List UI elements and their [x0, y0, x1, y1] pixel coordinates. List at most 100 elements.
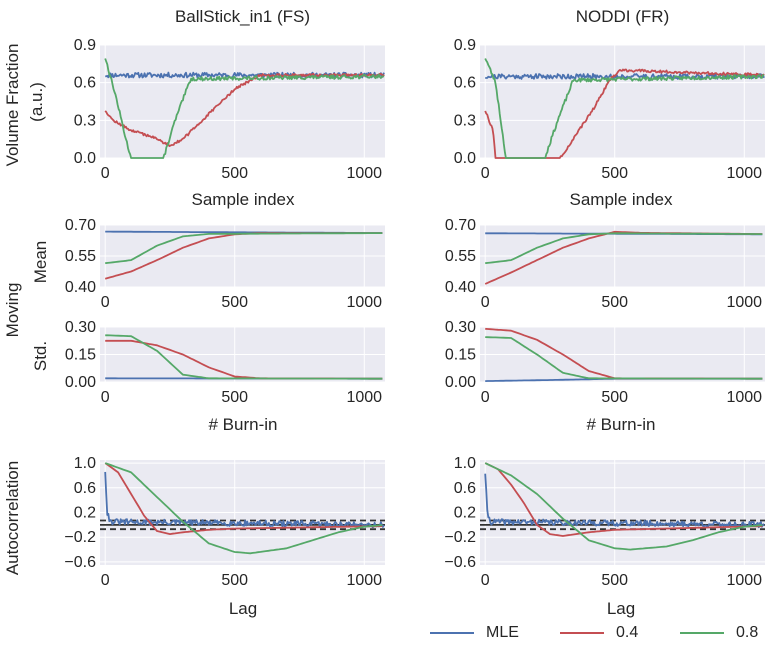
tick-label-x: 500: [601, 389, 628, 406]
ylabel-autocorrelation: Autocorrelation: [3, 461, 22, 575]
tick-label-y: 1.0: [454, 455, 476, 472]
tick-label-x: 1000: [346, 572, 382, 589]
tick-label-y: 0.00: [445, 374, 476, 391]
tick-label-x: 500: [221, 165, 248, 182]
series-line-08: [484, 462, 763, 551]
ylabel-volume-fraction: Volume Fraction: [3, 44, 22, 167]
tick-label-x: 1000: [726, 294, 762, 311]
tick-label-x: 0: [101, 572, 110, 589]
panel-volume-fraction-right: 0 500 1000 0.0 0.3 0.6 0.9 NODDI (FR): [454, 7, 765, 182]
tick-label-x: 1000: [346, 294, 382, 311]
legend: MLE 0.4 0.8: [0, 618, 765, 648]
tick-label-y: 0.6: [454, 480, 476, 497]
tick-label-y: 0.6: [454, 75, 476, 92]
xlabel-lag-right: Lag: [607, 599, 635, 618]
ylabel-moving: Moving: [3, 283, 22, 338]
panel-title: BallStick_in1 (FS): [175, 7, 310, 26]
legend-line-04: [560, 632, 604, 634]
xlabel-burn-in-left: # Burn-in: [209, 415, 278, 434]
tick-label-x: 0: [481, 165, 490, 182]
ylabel-volume-fraction-unit: (a.u.): [27, 82, 46, 122]
tick-label-x: 1000: [346, 165, 382, 182]
tick-label-y: −0.2: [64, 529, 96, 546]
tick-label-y: 1.0: [74, 455, 96, 472]
series-line-08: [484, 58, 765, 159]
tick-label-y: 0.70: [65, 217, 96, 234]
tick-label-y: 0.3: [74, 112, 96, 129]
tick-label-x: 0: [481, 294, 490, 311]
tick-label-y: 0.15: [445, 347, 476, 364]
tick-label-y: 0.2: [454, 505, 476, 522]
tick-label-y: 0.70: [445, 217, 476, 234]
tick-label-x: 1000: [726, 165, 762, 182]
tick-label-y: 0.6: [74, 75, 96, 92]
tick-label-x: 500: [221, 294, 248, 311]
panel-title: NODDI (FR): [576, 7, 669, 26]
panel-moving-std-left: 0 500 1000 0.00 0.15 0.30: [65, 319, 385, 406]
tick-label-x: 500: [601, 165, 628, 182]
tick-label-y: 0.55: [445, 248, 476, 265]
legend-label-mle: MLE: [486, 624, 519, 641]
plot-area-volume-fraction-left: [100, 45, 385, 158]
tick-label-x: 0: [101, 389, 110, 406]
legend-label-04: 0.4: [616, 624, 639, 641]
tick-label-y: 0.2: [74, 505, 96, 522]
panel-autocorrelation-left: 0 500 1000 −0.6 −0.2 0.2 0.6 1.0: [64, 455, 385, 589]
legend-item-04: 0.4: [560, 618, 638, 648]
tick-label-x: 500: [601, 294, 628, 311]
panel-autocorrelation-right: 0 500 1000 −0.6 −0.2 0.2 0.6 1.0: [444, 455, 765, 589]
legend-label-08: 0.8: [736, 624, 759, 641]
tick-label-y: 0.0: [74, 150, 96, 167]
legend-line-mle: [430, 632, 474, 634]
plot-area-volume-fraction-right: [480, 45, 765, 158]
tick-label-y: 0.40: [65, 279, 96, 296]
panel-moving-std-right: 0 500 1000 0.00 0.15 0.30: [445, 319, 765, 406]
panel-moving-mean-right: 0 500 1000 0.40 0.55 0.70: [445, 217, 765, 311]
series-line-MLE: [484, 473, 765, 529]
tick-label-y: 0.00: [65, 374, 96, 391]
ylabel-std: Std.: [31, 341, 50, 371]
tick-label-y: 0.9: [454, 37, 476, 54]
series-line-08: [104, 58, 385, 159]
tick-label-x: 500: [221, 389, 248, 406]
tick-label-y: −0.2: [444, 529, 476, 546]
tick-label-x: 1000: [726, 389, 762, 406]
ylabel-mean: Mean: [31, 241, 50, 284]
tick-label-y: 0.15: [65, 347, 96, 364]
series-line-08: [105, 232, 383, 265]
xlabel-sample-index-right: Sample index: [569, 190, 673, 209]
tick-label-x: 0: [101, 294, 110, 311]
tick-label-x: 0: [481, 389, 490, 406]
tick-label-y: 0.30: [65, 319, 96, 336]
series-line-08: [485, 232, 763, 265]
series-line-08: [485, 336, 763, 380]
tick-label-x: 1000: [726, 572, 762, 589]
series-line-04: [104, 462, 383, 535]
tick-label-y: 0.3: [454, 112, 476, 129]
tick-label-y: 0.6: [74, 480, 96, 497]
tick-label-x: 500: [221, 572, 248, 589]
legend-line-08: [680, 632, 724, 634]
tick-label-x: 0: [101, 165, 110, 182]
series-line-04: [484, 462, 763, 537]
panel-volume-fraction-left: 0 500 1000 0.0 0.3 0.6 0.9 BallStick_in1 (FS): [74, 7, 385, 182]
legend-item-mle: MLE: [430, 618, 519, 648]
tick-label-y: −0.6: [444, 554, 476, 571]
xlabel-burn-in-right: # Burn-in: [587, 415, 656, 434]
xlabel-sample-index-left: Sample index: [191, 190, 295, 209]
tick-label-y: 0.40: [445, 279, 476, 296]
tick-label-x: 1000: [346, 389, 382, 406]
tick-label-y: −0.6: [64, 554, 96, 571]
tick-label-y: 0.9: [74, 37, 96, 54]
legend-item-08: 0.8: [680, 618, 758, 648]
panel-moving-mean-left: 0 500 1000 0.40 0.55 0.70: [65, 217, 385, 311]
xlabel-lag-left: Lag: [229, 599, 257, 618]
tick-label-x: 0: [481, 572, 490, 589]
tick-label-y: 0.55: [65, 248, 96, 265]
series-line-08: [104, 462, 383, 555]
tick-label-y: 0.30: [445, 319, 476, 336]
tick-label-y: 0.0: [454, 150, 476, 167]
tick-label-x: 500: [601, 572, 628, 589]
series-line-08: [105, 334, 383, 380]
